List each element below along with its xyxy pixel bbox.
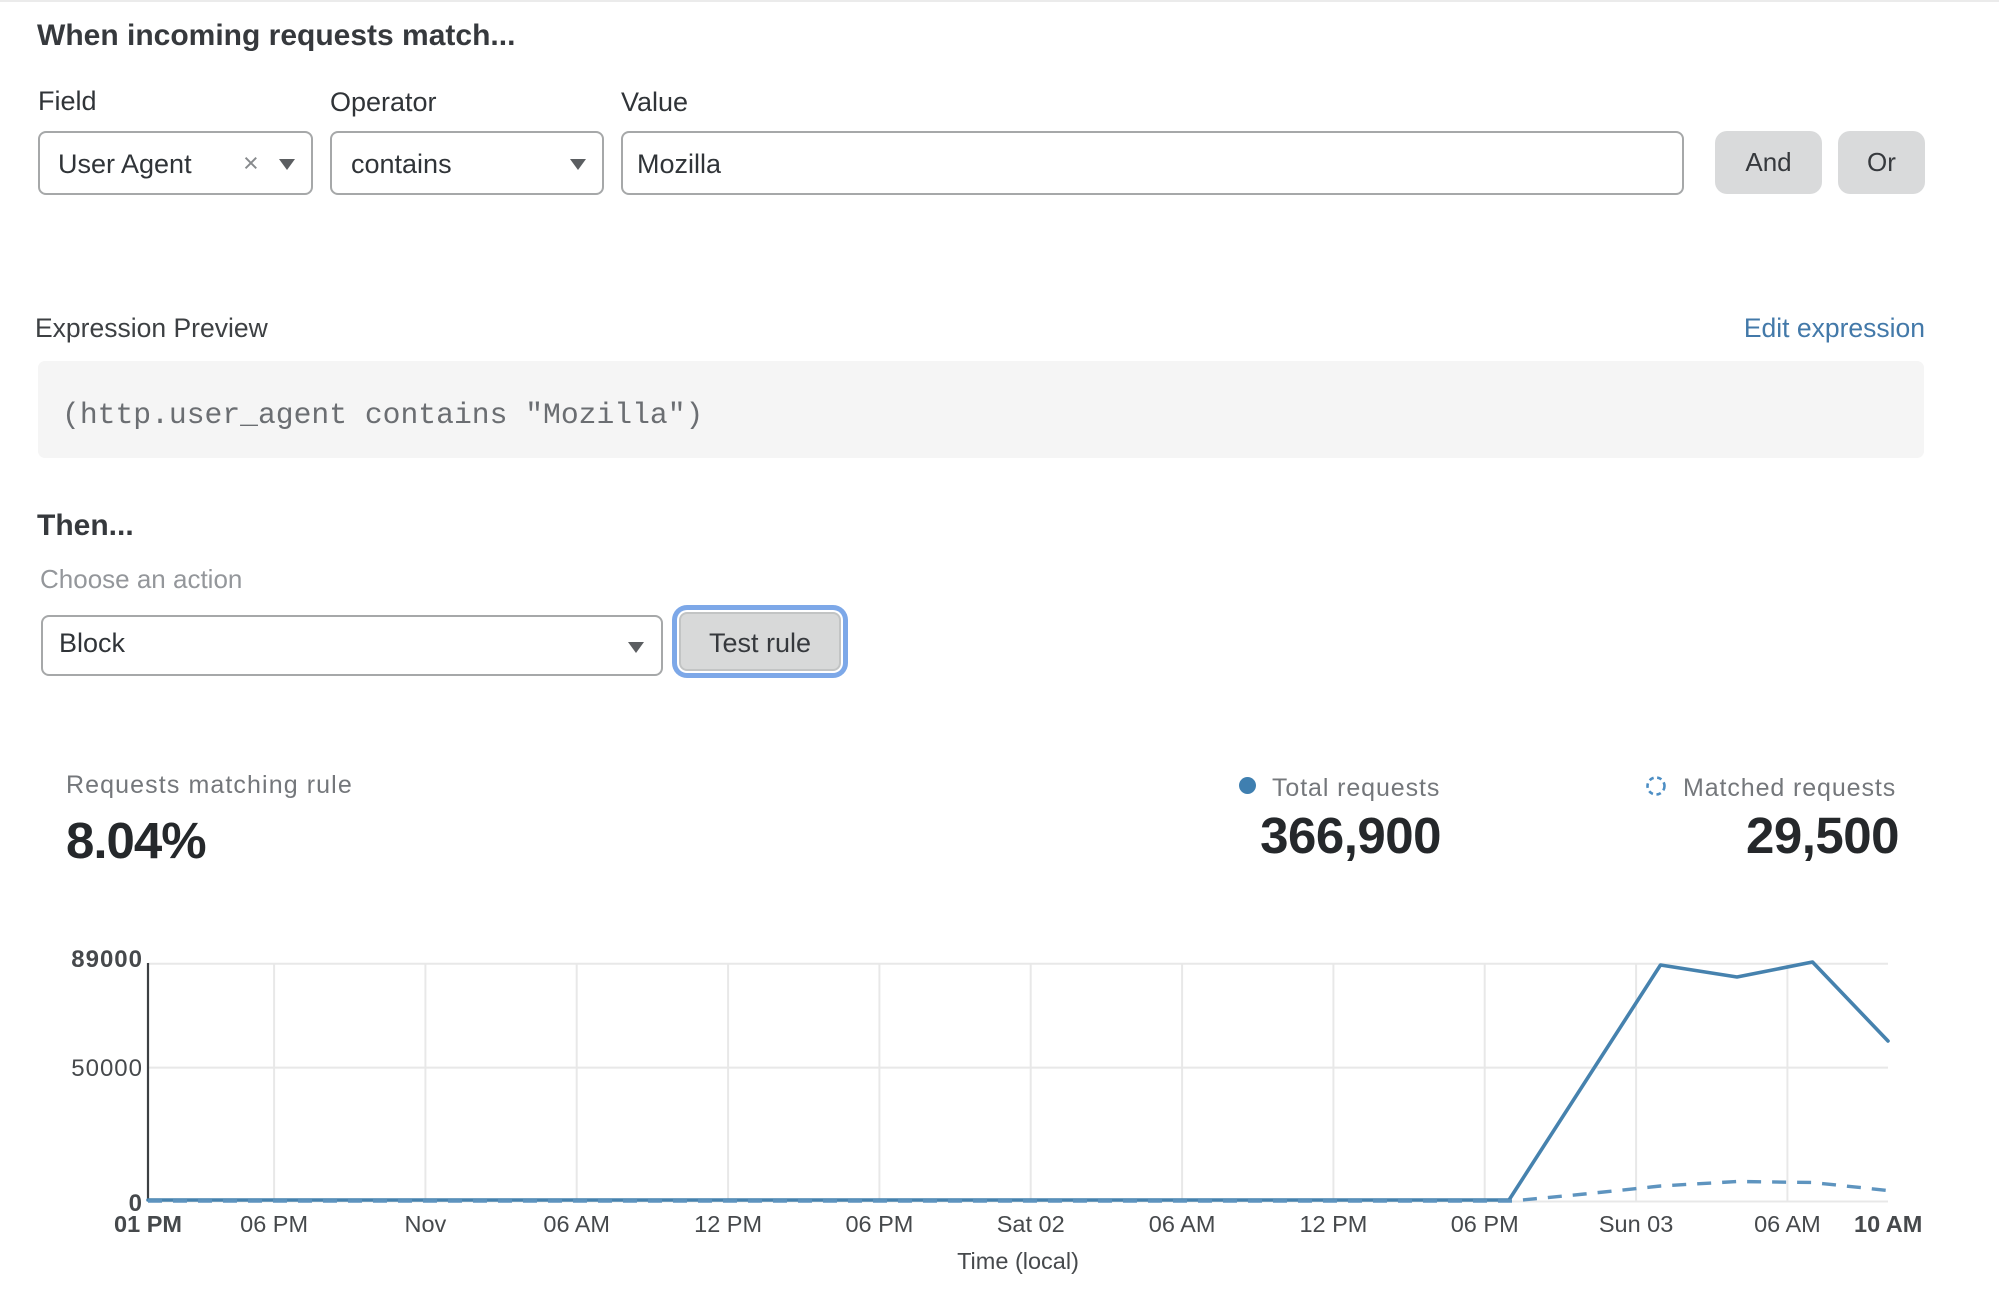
svg-text:06 AM: 06 AM — [543, 1211, 610, 1237]
svg-text:06 PM: 06 PM — [845, 1211, 913, 1237]
svg-text:Nov: Nov — [405, 1211, 447, 1237]
svg-text:12 PM: 12 PM — [1299, 1211, 1367, 1237]
svg-text:12 PM: 12 PM — [694, 1211, 762, 1237]
svg-text:06 AM: 06 AM — [1754, 1211, 1821, 1237]
svg-text:10 AM: 10 AM — [1854, 1211, 1922, 1237]
svg-text:0: 0 — [129, 1190, 143, 1217]
svg-text:50000: 50000 — [71, 1055, 143, 1082]
svg-text:89000: 89000 — [71, 946, 143, 973]
svg-text:Time (local): Time (local) — [957, 1248, 1079, 1274]
svg-text:Sun 03: Sun 03 — [1599, 1211, 1673, 1237]
svg-text:Sat 02: Sat 02 — [997, 1211, 1065, 1237]
svg-text:06 PM: 06 PM — [240, 1211, 308, 1237]
svg-text:01 PM: 01 PM — [114, 1211, 182, 1237]
svg-text:06 AM: 06 AM — [1149, 1211, 1216, 1237]
svg-text:06 PM: 06 PM — [1451, 1211, 1519, 1237]
